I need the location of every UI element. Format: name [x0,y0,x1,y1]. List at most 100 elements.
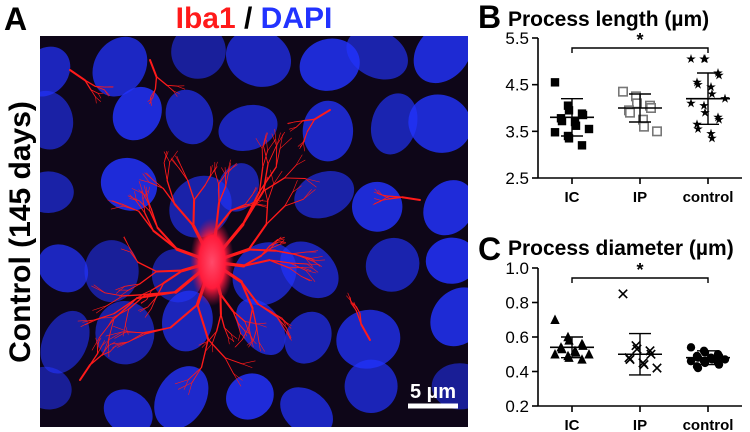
process-branch [204,174,212,186]
process-branch [233,372,243,381]
process-branch [131,188,144,194]
nucleus [408,94,468,153]
process-branch [123,236,130,249]
process-branch [355,306,361,314]
process-branch [138,180,144,194]
process-branch [178,167,189,181]
process-branch [304,178,317,188]
data-point [693,79,703,89]
nucleus [430,287,468,347]
process-branch [216,313,222,332]
process-branch [101,340,105,346]
process-branch [306,263,320,266]
process-branch [248,339,254,348]
x-tick-label: control [683,417,734,432]
data-point [624,107,635,118]
process-branch [138,293,144,299]
process-branch [178,382,193,390]
process-branch [313,109,331,121]
process-branch [113,325,128,332]
process-branch [240,280,259,305]
process-branch [242,254,263,267]
process-branch [127,195,140,202]
process-branch [302,189,316,200]
process-branch [79,364,91,381]
process-branch [224,357,234,374]
process-branch [349,296,352,304]
process-branch [101,341,107,346]
process-branch [129,251,139,263]
data-point [707,89,717,99]
series-ic [550,314,594,364]
data-point [686,54,696,64]
process-branch [292,185,302,193]
process-branch [155,269,184,273]
process-branch [193,184,206,201]
process-branch [163,151,169,164]
data-point [618,289,628,299]
process-branch [270,240,278,249]
process-branch [267,183,275,202]
process-branch [350,302,357,312]
process-branch [180,165,189,181]
counterstain-label: DAPI [261,2,333,35]
process-branch [162,187,176,205]
nucleus [40,46,71,97]
process-branch [276,132,285,146]
process-branch [273,170,283,185]
process-branch [381,194,391,200]
process-branch [183,379,189,390]
process-branch [234,339,243,348]
process-branch [187,179,195,201]
process-branch [247,248,277,252]
panel-c-letter: C [478,231,501,267]
process-branch [227,336,235,342]
nucleus [40,90,74,150]
process-branch [211,330,218,344]
process-branch [144,308,152,318]
process-branch [295,120,304,128]
nucleus [431,363,468,410]
y-tick-label: 0.4 [505,363,529,382]
data-point [707,133,717,143]
process-branch [96,343,99,354]
process-branch [121,248,131,253]
process-branch [152,179,164,189]
process-branch [144,212,155,232]
process-branch [225,171,230,187]
y-tick-label: 0.6 [505,328,529,347]
process-branch [295,159,306,166]
process-branch [155,76,168,86]
data-point [686,343,696,352]
data-point [638,121,649,132]
nucleus [299,38,360,91]
process-branch [310,258,321,267]
data-point [625,354,635,365]
nucleus [154,366,209,427]
process-branch [379,194,390,197]
process-branch [265,205,286,225]
process-branch [264,187,269,202]
process-branch [275,145,278,168]
process-branch [241,363,253,368]
process-branch [166,84,174,92]
panel-c-title: Process diameter (µm) [508,237,734,260]
process-branch [96,337,102,345]
panel-a: A Iba1 / DAPI Control (145 days) 5 µm [4,1,468,427]
process-branch [302,189,312,200]
process-branch [148,181,164,189]
process-branch [281,317,287,326]
process-branch [196,303,210,341]
y-tick-label: 0.8 [505,294,529,313]
process-branch [304,178,320,183]
process-branch [223,327,229,338]
data-point [686,356,696,366]
process-branch [166,161,171,182]
process-branch [258,341,265,352]
process-branch [284,164,297,179]
process-branch [306,118,316,133]
process-branch [263,132,267,147]
data-point [563,101,573,110]
process-branch [281,317,289,325]
